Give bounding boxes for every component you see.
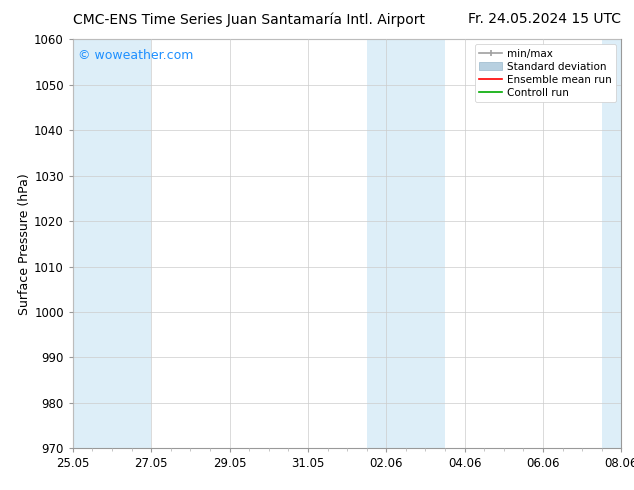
Bar bbox=[602, 39, 621, 448]
Text: CMC-ENS Time Series Juan Santamaría Intl. Airport: CMC-ENS Time Series Juan Santamaría Intl… bbox=[73, 12, 425, 27]
Y-axis label: Surface Pressure (hPa): Surface Pressure (hPa) bbox=[18, 173, 31, 315]
Text: © woweather.com: © woweather.com bbox=[79, 49, 194, 62]
Bar bbox=[73, 39, 152, 448]
Text: Fr. 24.05.2024 15 UTC: Fr. 24.05.2024 15 UTC bbox=[469, 12, 621, 26]
Legend: min/max, Standard deviation, Ensemble mean run, Controll run: min/max, Standard deviation, Ensemble me… bbox=[475, 45, 616, 102]
Bar bbox=[366, 39, 445, 448]
